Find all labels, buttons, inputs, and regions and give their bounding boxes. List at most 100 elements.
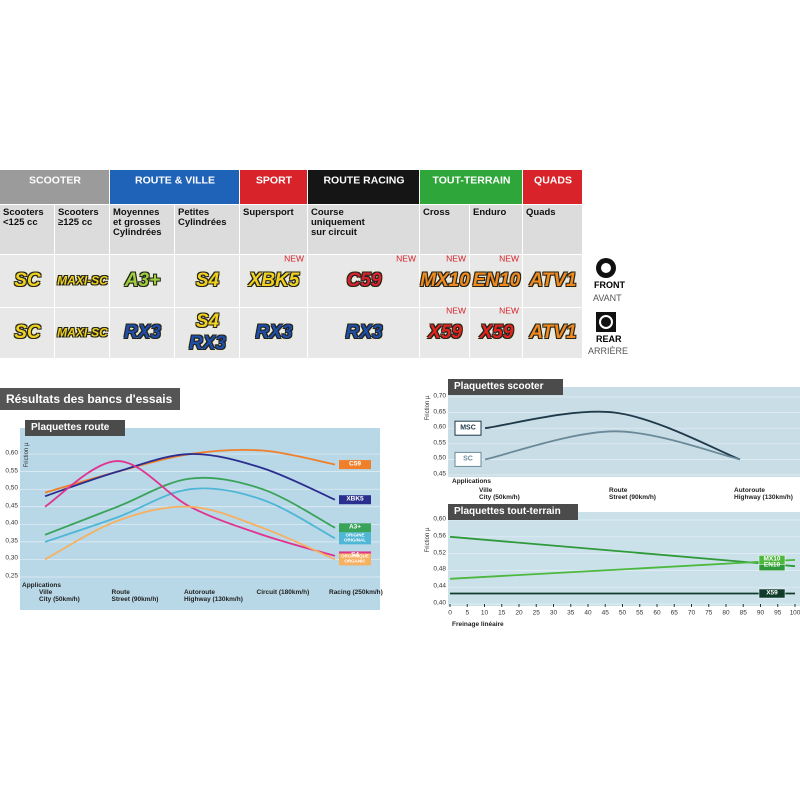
heading-cell bbox=[0, 205, 54, 254]
heading-cell bbox=[420, 205, 469, 254]
x-tick-label: 50 bbox=[618, 609, 627, 617]
series-label: EN10 bbox=[763, 561, 781, 569]
series-label-box bbox=[454, 451, 482, 467]
rear-cell bbox=[55, 308, 109, 358]
x-tick-label: Racing (250km/h) bbox=[329, 589, 383, 596]
x-tick-label: 0 bbox=[448, 609, 452, 617]
x-axis-label: Freinage linéaire bbox=[452, 621, 504, 628]
heading-cell bbox=[470, 205, 522, 254]
series-label-box bbox=[339, 523, 371, 533]
product-logo: RX3 bbox=[124, 322, 161, 344]
series-line bbox=[484, 410, 741, 461]
x-tick-label: 80 bbox=[722, 609, 730, 617]
product-logo: SC bbox=[14, 270, 41, 292]
series-line bbox=[44, 476, 336, 536]
y-tick-label: 0,45 bbox=[5, 502, 18, 510]
group-label: TOUT-TERRAIN bbox=[432, 174, 511, 187]
column-heading: Cross bbox=[423, 207, 450, 218]
rear-cell bbox=[470, 308, 522, 358]
column-heading: Petites Cylindrées bbox=[178, 207, 227, 228]
rear-cell bbox=[420, 308, 469, 358]
x-axis-label: Applications bbox=[452, 478, 492, 485]
product-logo: X59 bbox=[479, 322, 514, 344]
front-cell bbox=[420, 255, 469, 307]
front-cell bbox=[470, 255, 522, 307]
series-label-box bbox=[339, 532, 371, 545]
x-tick-label: 40 bbox=[584, 609, 592, 617]
series-label: SC bbox=[463, 455, 473, 463]
series-line bbox=[449, 559, 796, 580]
heading-cell bbox=[240, 205, 307, 254]
x-tick-label: Circuit (180km/h) bbox=[256, 589, 310, 596]
series-line bbox=[44, 505, 336, 561]
product-logo: C59 bbox=[346, 270, 382, 292]
series-label: XBK5 bbox=[346, 495, 364, 503]
chart-title-box bbox=[448, 379, 563, 395]
x-tick-label: Autoroute Highway (130km/h) bbox=[184, 589, 243, 603]
front-label: FRONT bbox=[594, 280, 625, 290]
y-tick-label: 0,50 bbox=[433, 454, 446, 462]
front-cell bbox=[240, 255, 307, 307]
new-badge: NEW bbox=[284, 253, 304, 264]
series-label-box bbox=[758, 555, 786, 565]
rear-cell bbox=[523, 308, 582, 358]
y-axis-label: Friction µ bbox=[424, 527, 431, 553]
x-tick-label: 90 bbox=[756, 609, 765, 617]
x-tick-label: 35 bbox=[567, 609, 575, 617]
product-logo: A3+ bbox=[124, 270, 161, 292]
y-tick-label: 0,44 bbox=[433, 582, 446, 590]
new-badge: NEW bbox=[446, 253, 466, 264]
chart-title-box bbox=[448, 504, 578, 520]
series-line bbox=[44, 453, 336, 501]
front-cell bbox=[0, 255, 54, 307]
product-logo: SC bbox=[14, 322, 41, 344]
series-label: A3+ bbox=[348, 523, 362, 531]
y-tick-label: 0,50 bbox=[5, 484, 18, 492]
front-icon-inner bbox=[601, 263, 611, 273]
y-axis-label: Friction µ bbox=[424, 395, 431, 421]
column-heading: Moyennes et grosses Cylindrées bbox=[113, 207, 162, 238]
chart-title: Plaquettes tout-terrain bbox=[454, 505, 561, 517]
group-header bbox=[523, 170, 582, 204]
y-tick-label: 0,30 bbox=[5, 555, 18, 563]
y-tick-label: 0,40 bbox=[5, 519, 18, 527]
x-tick-label: Route Street (90km/h) bbox=[609, 487, 656, 501]
front-cell bbox=[110, 255, 174, 307]
y-tick-label: 0,65 bbox=[433, 408, 446, 416]
y-tick-label: 0,40 bbox=[433, 599, 446, 607]
y-tick-label: 0,25 bbox=[5, 572, 18, 580]
x-tick-label: 30 bbox=[549, 609, 558, 617]
y-tick-label: 0,52 bbox=[433, 549, 446, 557]
group-label: ROUTE & VILLE bbox=[135, 174, 215, 187]
front-cell bbox=[523, 255, 582, 307]
product-logo: XBK5 bbox=[248, 270, 300, 292]
group-header bbox=[308, 170, 419, 204]
column-heading: Scooters <125 cc bbox=[3, 207, 44, 228]
series-label-box bbox=[758, 588, 786, 599]
series-label-box bbox=[339, 460, 371, 470]
y-axis-label: Friction µ bbox=[23, 442, 30, 468]
rear-label-fr: ARRIÈRE bbox=[588, 346, 629, 356]
column-heading: Quads bbox=[526, 207, 556, 218]
x-axis-label: Applications bbox=[22, 582, 62, 589]
product-logo: S4 bbox=[195, 311, 220, 333]
series-line bbox=[484, 430, 741, 461]
section-title: Résultats des bancs d'essais bbox=[6, 392, 173, 406]
x-tick-label: 15 bbox=[498, 609, 506, 617]
series-label: MX10 bbox=[763, 555, 781, 563]
group-header bbox=[420, 170, 522, 204]
rear-cell bbox=[175, 308, 239, 358]
series-line bbox=[44, 487, 336, 543]
y-tick-label: 0,60 bbox=[5, 449, 18, 457]
x-tick-label: 20 bbox=[515, 609, 523, 617]
product-logo: ATV1 bbox=[529, 322, 577, 344]
product-logo: MAXI-SC bbox=[57, 273, 108, 288]
x-tick-label: 100 bbox=[789, 609, 800, 617]
group-label: SCOOTER bbox=[29, 174, 81, 187]
x-tick-label: Ville City (50km/h) bbox=[479, 487, 520, 501]
plot-panel bbox=[20, 428, 380, 610]
product-logo: MAXI-SC bbox=[57, 325, 108, 340]
y-tick-label: 0,60 bbox=[433, 515, 446, 523]
section-title-box bbox=[0, 388, 180, 410]
y-tick-label: 0,60 bbox=[433, 423, 446, 431]
